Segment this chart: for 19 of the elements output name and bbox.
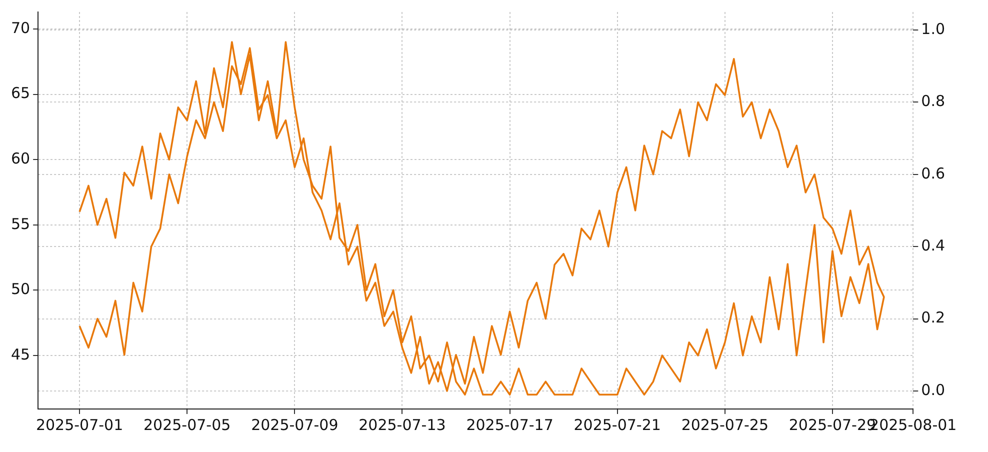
x-tick-label: 2025-07-09 xyxy=(251,416,338,434)
x-tick-label: 2025-07-13 xyxy=(358,416,446,434)
y2-tick-label: 1.0 xyxy=(921,20,946,38)
x-tick-label: 2025-07-05 xyxy=(144,416,231,434)
y-tick-label: 65 xyxy=(10,84,30,102)
y2-tick-label: 0.8 xyxy=(921,92,946,110)
x-tick-label: 2025-07-01 xyxy=(36,416,124,434)
y2-tick-label: 0.6 xyxy=(921,164,946,182)
y2-tick-label: 0.0 xyxy=(921,380,946,399)
y2-tick-label: 0.4 xyxy=(921,236,946,254)
x-tick-label: 2025-07-25 xyxy=(681,416,769,434)
y2-tick-label: 0.2 xyxy=(921,308,946,327)
y-tick-label: 55 xyxy=(10,214,30,233)
x-tick-label: 2025-07-17 xyxy=(466,416,554,434)
y-tick-label: 45 xyxy=(10,345,30,364)
y-tick-label: 70 xyxy=(10,18,30,37)
y-tick-label: 60 xyxy=(10,149,30,168)
x-tick-label: 2025-07-21 xyxy=(574,416,661,434)
y-tick-label: 50 xyxy=(10,280,30,298)
